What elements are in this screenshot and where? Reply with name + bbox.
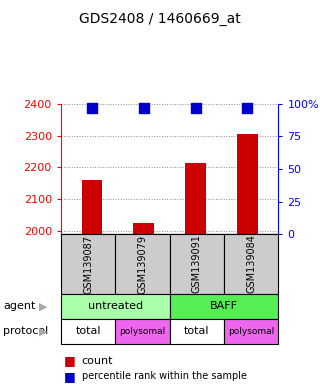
Text: BAFF: BAFF xyxy=(210,301,238,311)
Text: GSM139087: GSM139087 xyxy=(83,235,93,293)
Text: total: total xyxy=(184,326,210,336)
Text: ▶: ▶ xyxy=(39,326,47,336)
Text: total: total xyxy=(75,326,101,336)
Text: GSM139084: GSM139084 xyxy=(246,235,256,293)
Text: polysomal: polysomal xyxy=(119,327,165,336)
Text: ▶: ▶ xyxy=(39,301,47,311)
Point xyxy=(141,104,146,111)
Text: ■: ■ xyxy=(64,354,76,367)
Point xyxy=(193,104,198,111)
Text: protocol: protocol xyxy=(3,326,48,336)
Text: GSM139079: GSM139079 xyxy=(137,235,148,293)
Text: GDS2408 / 1460669_at: GDS2408 / 1460669_at xyxy=(79,12,241,25)
Point xyxy=(89,104,94,111)
Bar xyxy=(133,223,154,234)
Text: count: count xyxy=(82,356,113,366)
Text: ■: ■ xyxy=(64,370,76,383)
Bar xyxy=(185,162,206,234)
Text: percentile rank within the sample: percentile rank within the sample xyxy=(82,371,247,381)
Text: GSM139091: GSM139091 xyxy=(192,235,202,293)
Bar xyxy=(82,180,102,234)
Bar xyxy=(237,134,258,234)
Point xyxy=(245,104,250,111)
Text: agent: agent xyxy=(3,301,36,311)
Text: polysomal: polysomal xyxy=(228,327,274,336)
Text: untreated: untreated xyxy=(88,301,143,311)
